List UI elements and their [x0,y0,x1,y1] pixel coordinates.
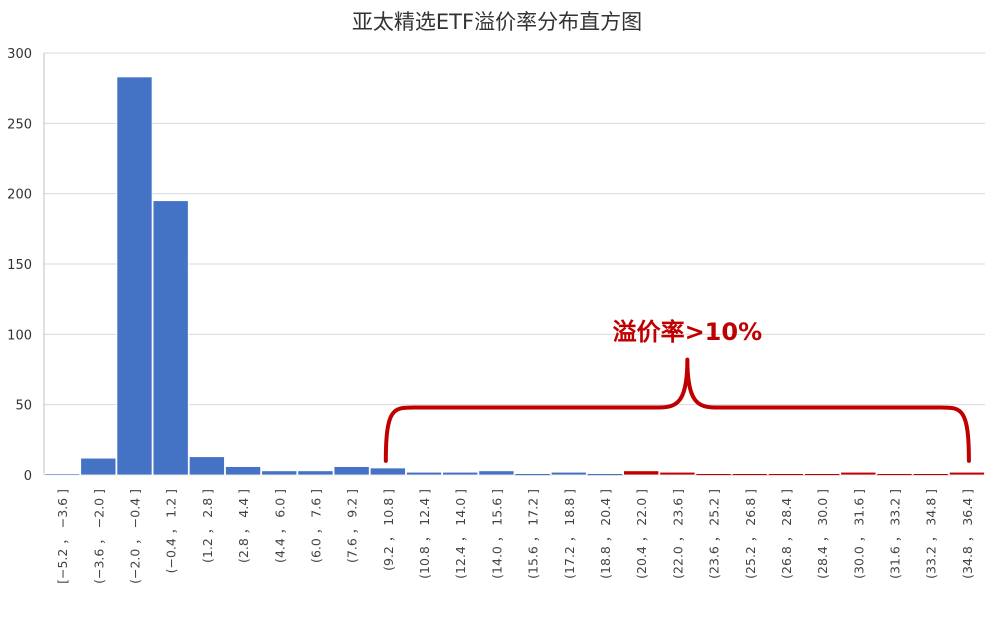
histogram-bar [152,200,189,476]
y-tick-label: 0 [24,469,32,484]
bar-series [44,76,985,476]
x-tick-label: (34.8 ， 36.4 ] [960,489,975,579]
x-tick-label: (9.2 ， 10.8 ] [381,489,396,571]
x-tick-label: (17.2 ， 18.8 ] [562,489,577,579]
y-tick-label: 50 [15,399,32,414]
x-tick-label: (30.0 ， 31.6 ] [851,489,866,579]
x-tick-label: (23.6 ， 25.2 ] [707,489,722,579]
x-axis-ticks: [−5.2 ， −3.6 ] (−3.6 ， −2.0 ] (−2.0 ， −0.4… [55,489,975,584]
x-tick-label: (15.6 ， 17.2 ] [526,489,541,579]
histogram-bar [80,457,117,476]
x-tick-label: (22.0 ， 23.6 ] [670,489,685,579]
x-tick-label: (2.8 ， 4.4 ] [236,489,251,563]
y-tick-label: 300 [7,47,32,62]
histogram-bar [948,471,985,476]
histogram-bar [623,470,660,476]
y-tick-label: 150 [7,258,32,273]
annotation-label: 溢价率>10% [613,318,763,346]
histogram-bar [550,471,587,476]
x-tick-label: (28.4 ， 30.0 ] [815,489,830,579]
chart-title: 亚太精选ETF溢价率分布直方图 [352,10,642,34]
y-axis-ticks: 0 50 100 150 200 250 300 [7,47,32,484]
y-tick-label: 200 [7,188,32,203]
x-tick-label: [−5.2 ， −3.6 ] [55,489,70,584]
y-tick-label: 250 [7,117,32,132]
x-tick-label: (33.2 ， 34.8 ] [924,489,939,579]
histogram-bar [406,471,443,476]
histogram-bar [369,467,406,476]
x-tick-label: (1.2 ， 2.8 ] [200,489,215,563]
x-tick-label: (−3.6 ， −2.0 ] [91,489,106,584]
histogram-bar [478,470,515,476]
x-tick-label: (25.2 ， 26.8 ] [743,489,758,579]
x-tick-label: (−0.4 ， 1.2 ] [164,489,179,573]
y-tick-label: 100 [7,328,32,343]
x-tick-label: (10.8 ， 12.4 ] [417,489,432,579]
x-tick-label: (14.0 ， 15.6 ] [489,489,504,579]
x-tick-label: (18.8 ， 20.4 ] [598,489,613,579]
histogram-bar [188,456,225,476]
x-tick-label: (12.4 ， 14.0 ] [453,489,468,579]
histogram-bar [442,471,479,476]
histogram-bar [261,470,298,476]
histogram-bar [840,471,877,476]
x-tick-label: (20.4 ， 22.0 ] [634,489,649,579]
histogram-bar [44,473,81,476]
annotation-brace [383,357,971,463]
annotation-group: 溢价率>10% [383,318,971,463]
x-tick-label: (4.4 ， 6.0 ] [272,489,287,563]
histogram-bar [659,471,696,476]
histogram-bar [116,76,153,476]
histogram-bar [297,470,334,476]
x-tick-label: (6.0 ， 7.6 ] [308,489,323,563]
x-tick-label: (7.6 ， 9.2 ] [345,489,360,563]
x-tick-label: (26.8 ， 28.4 ] [779,489,794,579]
histogram-bar [333,466,370,476]
grid-lines [43,52,985,476]
x-tick-label: (−2.0 ， −0.4 ] [127,489,142,584]
histogram-bar [225,466,262,476]
x-tick-label: (31.6 ， 33.2 ] [888,489,903,579]
